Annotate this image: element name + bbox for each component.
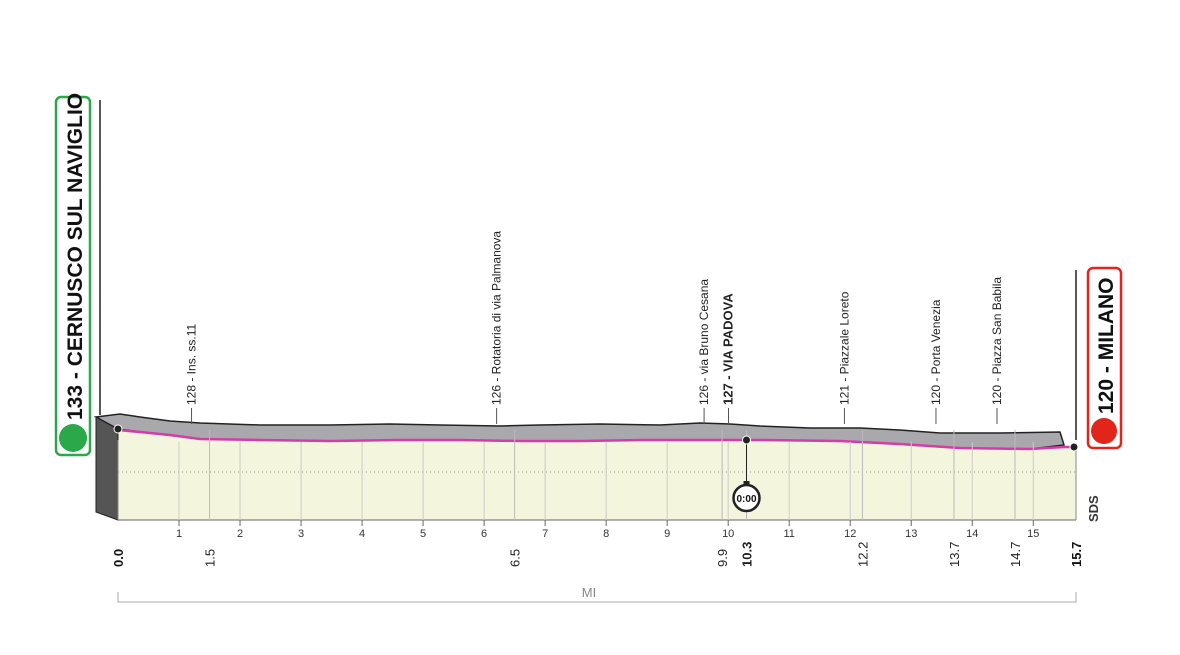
km-label: 15.7 xyxy=(1069,542,1084,567)
km-tick-label: 8 xyxy=(603,528,609,540)
finish-box xyxy=(1086,266,1123,450)
km-tick-label: 10 xyxy=(722,528,734,540)
waypoint-label: 121 - Piazzale Loreto xyxy=(837,291,851,405)
waypoint-label: 120 - Porta Venezia xyxy=(929,299,943,405)
side-slab xyxy=(95,416,119,521)
waypoint-km: 12.2 xyxy=(855,542,870,567)
timer-crown xyxy=(743,481,750,485)
waypoint-label: 128 - Ins. ss.11 xyxy=(185,324,199,405)
waypoint-label: 126 - Rotatoria di via Palmanova xyxy=(490,231,504,405)
km-label: 0.0 xyxy=(111,549,126,567)
road-line xyxy=(117,428,1076,451)
waypoint-km: 14.7 xyxy=(1008,542,1023,567)
km-tick-label: 1 xyxy=(176,528,182,540)
finish-dot xyxy=(1069,442,1079,452)
finish-icon xyxy=(1091,418,1117,444)
distance-unit: MI xyxy=(582,585,596,600)
start-box xyxy=(54,95,92,457)
km-tick-label: 7 xyxy=(542,528,548,540)
waypoint-label: 127 - VIA PADOVA xyxy=(720,293,735,405)
unit-bg xyxy=(570,584,608,600)
km-tick-label: 14 xyxy=(966,528,978,540)
km-tick-label: 9 xyxy=(664,528,670,540)
km-tick-label: 3 xyxy=(298,528,304,540)
finish-badge: 120 - MILANO xyxy=(1086,266,1123,450)
km-tick-label: 5 xyxy=(420,528,426,540)
waypoint-label: 120 - Piazza San Babila xyxy=(990,277,1004,405)
km-tick-label: 15 xyxy=(1027,528,1039,540)
start-badge: 133 - CERNUSCO SUL NAVIGLIO xyxy=(54,93,92,457)
ground xyxy=(118,430,1076,520)
km-tick-label: 4 xyxy=(359,528,365,540)
km-tick-label: 13 xyxy=(905,528,917,540)
start-icon xyxy=(59,424,87,452)
km-tick-label: 11 xyxy=(783,528,794,540)
intermediate-time: 0:00 xyxy=(736,494,756,505)
km-tick-label: 6 xyxy=(481,528,487,540)
checkpoint-dot xyxy=(741,435,751,445)
brand: SDS xyxy=(1086,495,1101,522)
km-tick-label: 2 xyxy=(237,528,243,540)
start-dot xyxy=(113,424,123,434)
distance-bracket xyxy=(117,592,1077,603)
start-label: 133 - CERNUSCO SUL NAVIGLIO xyxy=(64,93,87,420)
waypoint-km: 10.3 xyxy=(739,542,754,567)
waypoint-km: 6.5 xyxy=(508,549,523,567)
waypoint-label: 126 - via Bruno Cesana xyxy=(697,279,711,405)
finish-label: 120 - MILANO xyxy=(1095,277,1118,414)
waypoint-km: 1.5 xyxy=(203,549,218,567)
waypoint-km: 13.7 xyxy=(947,542,962,567)
km-tick-label: 12 xyxy=(844,528,856,540)
waypoint-km: 9.9 xyxy=(715,549,730,567)
